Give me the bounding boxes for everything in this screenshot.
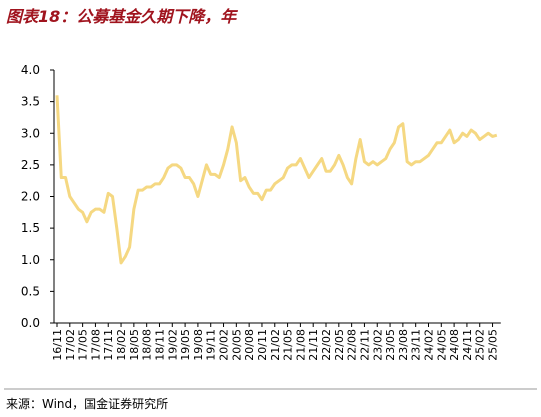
x-tick-label: 20/11	[256, 329, 269, 361]
x-tick-label: 24/02	[422, 329, 435, 361]
x-tick-label: 22/05	[333, 329, 346, 361]
x-tick-label: 22/02	[320, 329, 333, 361]
y-tick-label: 0.5	[21, 284, 40, 298]
x-tick-label: 22/11	[358, 329, 371, 361]
x-tick-label: 25/02	[474, 329, 487, 361]
x-tick-label: 23/05	[384, 329, 397, 361]
chart-title: 图表18：公募基金久期下降，年	[6, 7, 238, 26]
y-tick-label: 2.0	[21, 190, 40, 204]
x-tick-label: 18/05	[128, 329, 141, 361]
x-tick-label: 18/08	[141, 329, 154, 361]
x-tick-label: 20/05	[230, 329, 243, 361]
x-tick-label: 24/05	[435, 329, 448, 361]
x-tick-label: 17/02	[64, 329, 77, 361]
x-tick-label: 18/02	[115, 329, 128, 361]
y-tick-label: 0.0	[21, 316, 40, 330]
x-tick-label: 20/08	[243, 329, 256, 361]
y-tick-label: 4.0	[21, 63, 40, 77]
y-tick-label: 3.5	[21, 95, 40, 109]
x-tick-label: 18/11	[153, 329, 166, 361]
x-tick-label: 21/02	[269, 329, 282, 361]
x-tick-label: 19/11	[205, 329, 218, 361]
x-tick-label: 16/11	[51, 329, 64, 361]
x-tick-label: 17/08	[89, 329, 102, 361]
x-tick-label: 19/08	[192, 329, 205, 361]
x-tick-label: 21/11	[307, 329, 320, 361]
y-tick-label: 1.0	[21, 253, 40, 267]
x-tick-label: 17/05	[77, 329, 90, 361]
x-tick-label: 19/02	[166, 329, 179, 361]
x-tick-label: 19/05	[179, 329, 192, 361]
x-tick-label: 20/02	[218, 329, 231, 361]
x-tick-label: 23/08	[397, 329, 410, 361]
y-tick-label: 1.5	[21, 221, 40, 235]
x-tick-label: 21/05	[282, 329, 295, 361]
y-tick-label: 3.0	[21, 126, 40, 140]
y-tick-label: 2.5	[21, 158, 40, 172]
source: 来源：Wind，国金证券研究所	[6, 396, 168, 411]
x-tick-label: 23/02	[371, 329, 384, 361]
x-tick-label: 24/11	[461, 329, 474, 361]
x-tick-label: 22/08	[346, 329, 359, 361]
x-tick-label: 21/08	[294, 329, 307, 361]
x-tick-label: 24/08	[448, 329, 461, 361]
x-tick-label: 17/11	[102, 329, 115, 361]
x-tick-label: 25/05	[487, 329, 500, 361]
data-line	[55, 95, 498, 265]
x-tick-label: 23/11	[410, 329, 423, 361]
